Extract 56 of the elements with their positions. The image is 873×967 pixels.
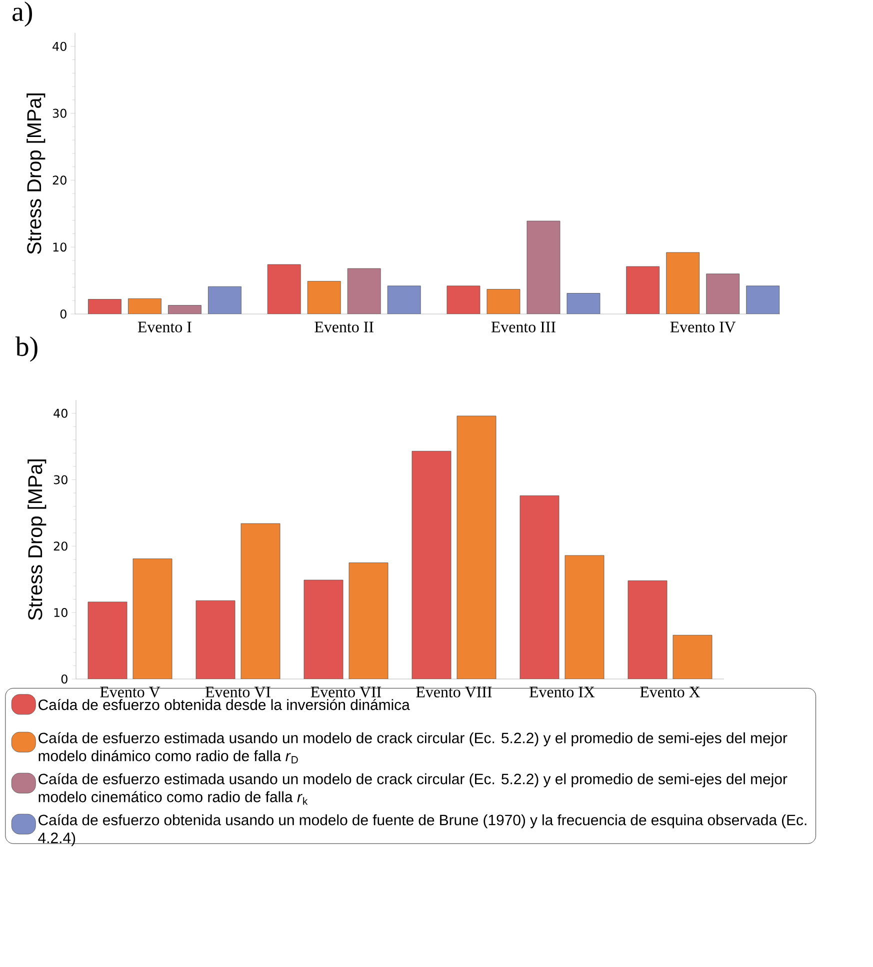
x-tick-label: Evento III (491, 322, 556, 332)
y-tick-label: 0 (61, 674, 68, 684)
bar (307, 281, 341, 314)
y-tick-label: 0 (60, 309, 66, 319)
bar (240, 523, 280, 679)
y-tick-label: 40 (54, 408, 68, 418)
bar (348, 562, 388, 679)
x-tick-label: Evento II (314, 322, 374, 332)
bar (526, 220, 560, 314)
x-tick-label: Evento V (100, 686, 160, 698)
x-tick-label: Evento IV (670, 322, 736, 332)
x-tick-label: Evento I (138, 322, 192, 332)
y-tick-label: 40 (52, 42, 66, 51)
legend-label: Caída de esfuerzo obtenida usando un modelo de fuente de Brune (1970) y la frecuencia de esquina observada (Ec. 4.2.4) (38, 814, 806, 846)
bar (267, 264, 301, 314)
legend-label: Caída de esfuerzo obtenida desde la inversión dinámica (38, 698, 410, 710)
bar (128, 298, 162, 314)
y-axis-title: Stress Drop [MPa] (28, 460, 46, 620)
bar (520, 495, 560, 679)
x-tick-label: Evento VI (205, 686, 270, 698)
bar (88, 602, 128, 679)
bar (347, 268, 381, 314)
bar (672, 634, 712, 679)
bar (706, 274, 740, 314)
y-tick-label: 30 (54, 475, 68, 484)
y-tick-label: 20 (52, 176, 66, 185)
bar (564, 555, 604, 679)
legend-label: Caída de esfuerzo estimada usando un modelo de crack circular (Ec. 5.2.2) y el promedio de semi-ejes del mejor modelo dinámico como radio de falla r$_{D}$ (38, 732, 788, 764)
bar (486, 289, 520, 314)
y-tick-label: 30 (52, 108, 66, 118)
x-tick-label: Evento IX (529, 686, 595, 698)
x-tick-label: Evento VIII (416, 686, 492, 698)
chart-title: b) (15, 336, 38, 362)
bar (666, 252, 700, 314)
legend-label: Caída de esfuerzo estimada usando un modelo de crack circular (Ec. 5.2.2) y el promedio de semi-ejes del mejor modelo cinemático como radio de falla r$_{k}$ (38, 773, 788, 805)
bar (196, 600, 236, 679)
bar (168, 305, 202, 314)
bar (88, 299, 122, 314)
bar (208, 286, 242, 314)
x-tick-label: Evento X (640, 686, 700, 698)
bar (304, 580, 344, 679)
chart-title: a) (12, 1, 32, 27)
bar (628, 580, 668, 679)
x-tick-label: Evento VII (310, 686, 382, 698)
bar (626, 266, 660, 314)
y-tick-label: 10 (53, 242, 66, 252)
bar (566, 293, 600, 314)
bar (132, 558, 172, 679)
bar (387, 286, 421, 314)
bar (746, 286, 780, 314)
y-tick-label: 20 (54, 542, 68, 551)
bar (456, 416, 496, 679)
bar (446, 286, 480, 314)
y-axis-title: Stress Drop [MPa] (26, 94, 46, 254)
bar (412, 450, 452, 679)
y-tick-label: 10 (54, 608, 68, 618)
